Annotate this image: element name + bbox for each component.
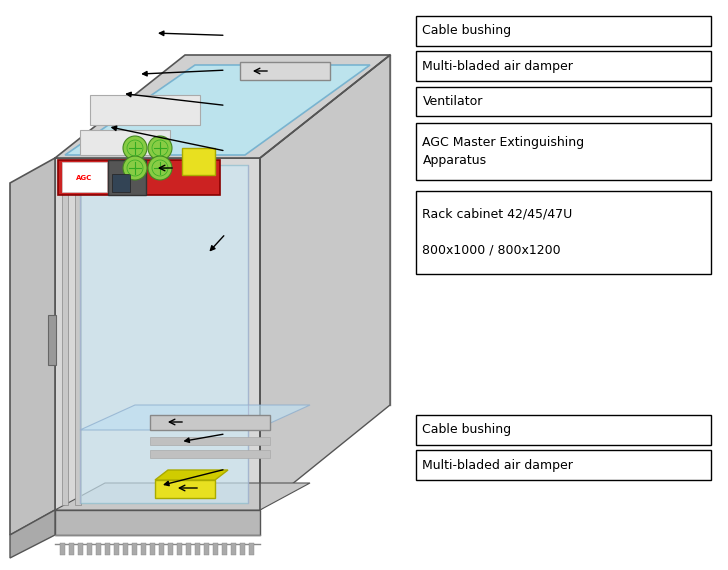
Circle shape [148,156,172,180]
Text: AGC Master Extinguishing
Apparatus: AGC Master Extinguishing Apparatus [422,136,585,166]
Bar [416,450,711,480]
Bar [108,160,146,195]
Bar [416,415,711,445]
Bar [416,123,711,180]
Polygon shape [240,62,330,80]
Bar [231,543,236,555]
Bar [416,16,711,46]
Bar [80,165,248,503]
Bar [69,543,74,555]
Polygon shape [55,510,260,535]
Bar [141,543,146,555]
Bar [213,543,218,555]
Bar [58,160,220,195]
Circle shape [148,136,172,160]
Bar [62,165,68,505]
Bar [75,165,81,505]
Text: Multi-bladed air damper: Multi-bladed air damper [422,60,573,72]
Bar [62,162,107,192]
Polygon shape [10,510,55,558]
Polygon shape [10,158,55,535]
Bar [112,174,130,192]
Bar [87,543,92,555]
Text: Multi-bladed air damper: Multi-bladed air damper [422,459,573,471]
Bar [90,95,200,125]
Polygon shape [150,415,270,430]
Bar [55,158,260,510]
Bar [177,543,182,555]
Bar [150,437,270,445]
Bar [132,543,137,555]
Polygon shape [260,55,390,510]
Text: Rack cabinet 42/45/47U

800x1000 / 800x1200: Rack cabinet 42/45/47U 800x1000 / 800x12… [422,208,573,256]
Bar [416,51,711,81]
Bar [96,543,101,555]
Bar [78,543,83,555]
Polygon shape [155,480,215,498]
Polygon shape [155,470,228,480]
Bar [195,543,200,555]
Bar [80,130,170,155]
Bar [186,543,191,555]
Bar [123,543,128,555]
Polygon shape [55,55,390,158]
Text: Ventilator: Ventilator [422,95,483,108]
Polygon shape [65,65,370,155]
Bar [150,543,155,555]
Bar [416,87,711,116]
Bar [150,450,270,458]
Bar [60,543,65,555]
Bar [159,543,164,555]
Polygon shape [55,483,310,510]
Text: Cable bushing: Cable bushing [422,25,512,37]
Bar [204,543,209,555]
Polygon shape [182,148,215,175]
Bar [222,543,227,555]
Circle shape [123,136,147,160]
Bar [416,191,711,274]
Bar [240,543,245,555]
Bar [105,543,110,555]
Circle shape [123,156,147,180]
Bar [168,543,173,555]
Polygon shape [80,405,310,430]
Bar [249,543,254,555]
Bar [114,543,119,555]
Text: Cable bushing: Cable bushing [422,424,512,436]
Bar [48,315,56,365]
Text: AGC: AGC [76,175,92,181]
